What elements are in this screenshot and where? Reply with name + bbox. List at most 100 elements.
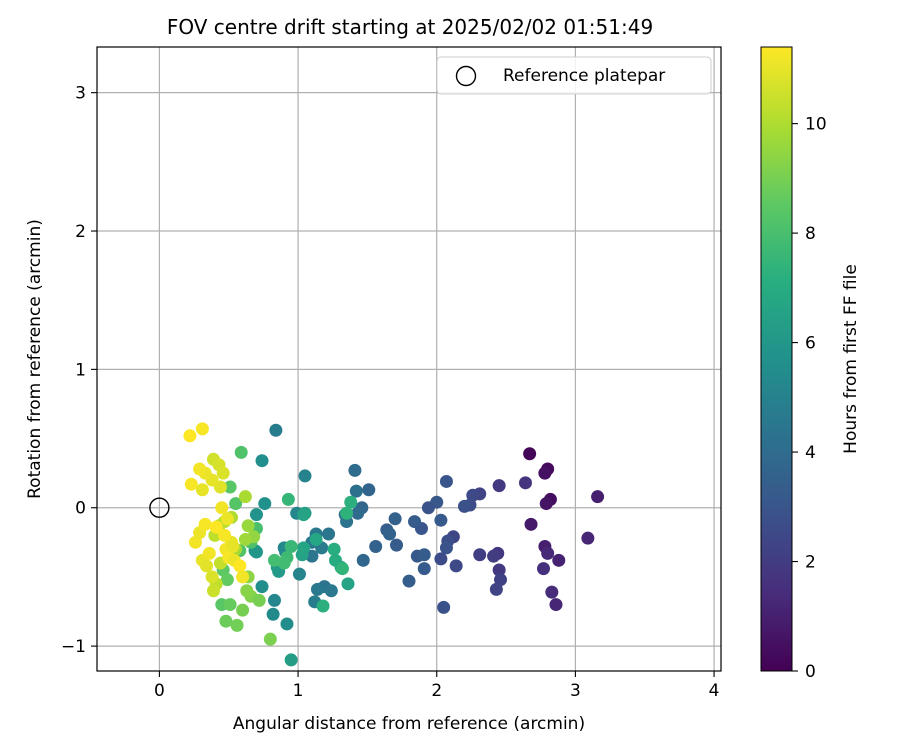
data-point — [218, 528, 232, 542]
data-point — [344, 495, 358, 509]
x-axis-ticks: 0 1 2 3 4 — [154, 671, 719, 701]
data-point — [492, 479, 506, 493]
data-point — [489, 582, 503, 596]
data-point — [538, 466, 552, 480]
legend-box — [436, 56, 712, 95]
chart-title: FOV centre drift starting at 2025/02/02 … — [167, 15, 653, 39]
data-point — [473, 548, 487, 562]
colorbar-label: Hours from first FF file — [841, 264, 861, 454]
x-tick-label: 0 — [154, 681, 165, 701]
reference-marker-group — [149, 497, 170, 518]
data-point — [297, 508, 311, 522]
y-tick-label: 1 — [75, 360, 86, 380]
data-point — [195, 422, 209, 436]
reference-platepar-marker — [149, 497, 170, 518]
y-axis-label: Rotation from reference (arcmin) — [25, 219, 45, 499]
data-point — [591, 490, 605, 504]
data-point — [241, 519, 255, 533]
data-point — [348, 463, 362, 477]
data-point — [266, 607, 280, 621]
data-point — [229, 497, 243, 511]
data-point — [492, 563, 506, 577]
data-point — [263, 632, 277, 646]
data-point — [281, 492, 295, 506]
data-point — [549, 598, 563, 612]
data-point — [198, 517, 212, 531]
colorbar-ticks: 0 2 4 6 8 10 — [792, 115, 827, 682]
y-tick-label: 2 — [75, 222, 86, 242]
colorbar-tick-label: 0 — [805, 662, 816, 682]
data-point — [233, 559, 247, 573]
x-tick-label: 2 — [431, 681, 442, 701]
data-point — [184, 477, 198, 491]
colorbar-tick-label: 8 — [805, 224, 816, 244]
data-point — [195, 483, 209, 497]
legend-label: Reference platepar — [503, 66, 665, 86]
data-point — [240, 584, 254, 598]
data-point — [193, 462, 207, 476]
data-point — [258, 497, 272, 511]
data-point — [305, 549, 319, 563]
data-point — [252, 593, 266, 607]
data-point — [545, 585, 559, 599]
colorbar-tick-label: 2 — [805, 553, 816, 573]
data-point — [439, 541, 453, 555]
data-point — [524, 517, 538, 531]
data-point — [369, 539, 383, 553]
data-point — [183, 429, 197, 443]
y-tick-label: −1 — [61, 637, 86, 657]
y-tick-label: 0 — [75, 499, 86, 519]
data-point — [255, 580, 269, 594]
data-point — [298, 469, 312, 483]
data-point — [200, 559, 214, 573]
data-point — [238, 490, 252, 504]
plot-frame — [96, 46, 722, 672]
data-point — [267, 593, 281, 607]
data-point — [310, 582, 324, 596]
colorbar-tick-label: 6 — [805, 334, 816, 354]
data-point — [255, 454, 269, 468]
data-point — [292, 567, 306, 581]
data-point — [297, 541, 311, 555]
data-points — [183, 422, 605, 667]
colorbar-tick-label: 10 — [805, 115, 827, 135]
data-point — [390, 538, 404, 552]
data-point — [220, 512, 234, 526]
data-point — [284, 653, 298, 667]
data-point — [552, 553, 566, 567]
data-point — [309, 533, 323, 547]
data-point — [234, 445, 248, 459]
data-point — [421, 501, 435, 515]
y-tick-label: 3 — [75, 84, 86, 104]
data-point — [216, 466, 230, 480]
data-point — [523, 447, 537, 461]
data-point — [205, 570, 219, 584]
data-point — [249, 545, 263, 559]
data-point — [437, 600, 451, 614]
data-point — [327, 542, 341, 556]
data-point — [457, 499, 471, 513]
x-axis-label: Angular distance from reference (arcmin) — [233, 714, 585, 734]
data-point — [518, 476, 532, 490]
data-point — [284, 539, 298, 553]
data-point — [383, 527, 397, 541]
data-point — [439, 474, 453, 488]
x-tick-label: 4 — [709, 681, 720, 701]
data-point — [202, 546, 216, 560]
legend-reference-marker — [455, 65, 477, 87]
data-point — [322, 527, 336, 541]
data-point — [236, 603, 250, 617]
data-point — [539, 497, 553, 511]
data-point — [223, 598, 237, 612]
data-point — [223, 480, 237, 494]
data-point — [341, 577, 355, 591]
data-point — [434, 513, 448, 527]
data-point — [269, 423, 283, 437]
data-point — [362, 483, 376, 497]
data-point — [487, 549, 501, 563]
data-point — [206, 584, 220, 598]
data-point — [417, 548, 431, 562]
data-point — [434, 552, 448, 566]
data-point — [340, 506, 354, 520]
